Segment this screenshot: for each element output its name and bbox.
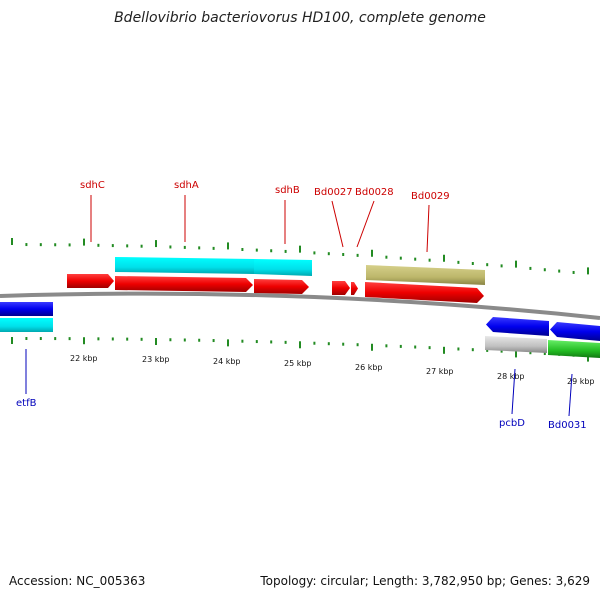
pcbD-gene[interactable] (486, 317, 549, 336)
genome-backbone (0, 291, 600, 320)
kbp-label-23: 23 kbp (142, 355, 170, 364)
etfB-gene[interactable] (0, 302, 53, 316)
reverse-label-text: etfB pcbD Bd0031 (16, 398, 587, 431)
kbp-label-29: 29 kbp (567, 377, 595, 386)
sdhA-feature-bar[interactable] (115, 257, 254, 274)
label-sdhB[interactable]: sdhB (275, 185, 300, 196)
forward-label-text: sdhC sdhA sdhB Bd0027 Bd0028 Bd0029 (80, 180, 450, 202)
label-pcbD[interactable]: pcbD (499, 418, 525, 429)
sdhA-gene[interactable] (115, 276, 253, 292)
kbp-label-25: 25 kbp (284, 359, 312, 368)
kbp-label-26: 26 kbp (355, 363, 383, 372)
forward-labels (90, 195, 430, 253)
kbp-label-28: 28 kbp (497, 372, 525, 381)
map-title: Bdellovibrio bacteriovorus HD100, comple… (114, 10, 486, 26)
pcbD-feature-bar[interactable] (485, 336, 547, 353)
reverse-labels (25, 349, 573, 417)
Bd0029-gene[interactable] (365, 282, 484, 303)
kbp-scale: 22 kbp 23 kbp 24 kbp 25 kbp 26 kbp 27 kb… (70, 354, 595, 386)
label-sdhA[interactable]: sdhA (174, 180, 199, 191)
label-sdhC[interactable]: sdhC (80, 180, 105, 191)
Bd0031-gene[interactable] (550, 322, 600, 341)
Bd0031-feature-bar[interactable] (548, 340, 600, 358)
genome-summary-text: Topology: circular; Length: 3,782,950 bp… (260, 574, 590, 588)
forward-features (67, 257, 485, 303)
label-Bd0028[interactable]: Bd0028 (355, 187, 394, 198)
Bd0027-gene[interactable] (332, 281, 350, 295)
kbp-label-22: 22 kbp (70, 354, 98, 363)
accession-text: Accession: NC_005363 (9, 574, 146, 588)
label-Bd0027[interactable]: Bd0027 (314, 187, 353, 198)
sdhB-gene[interactable] (254, 279, 309, 294)
Bd0028-gene[interactable] (351, 282, 358, 295)
Bd0029-feature-bar[interactable] (366, 265, 485, 285)
sdhB-feature-bar[interactable] (254, 259, 312, 276)
label-Bd0029[interactable]: Bd0029 (411, 191, 450, 202)
kbp-label-24: 24 kbp (213, 357, 241, 366)
kbp-label-27: 27 kbp (426, 367, 454, 376)
label-etfB[interactable]: etfB (16, 398, 37, 409)
etfB-feature-bar[interactable] (0, 318, 53, 332)
sdhC-gene[interactable] (67, 274, 114, 288)
tick-marks (11, 238, 589, 362)
label-Bd0031[interactable]: Bd0031 (548, 420, 587, 431)
reverse-features (0, 302, 600, 358)
